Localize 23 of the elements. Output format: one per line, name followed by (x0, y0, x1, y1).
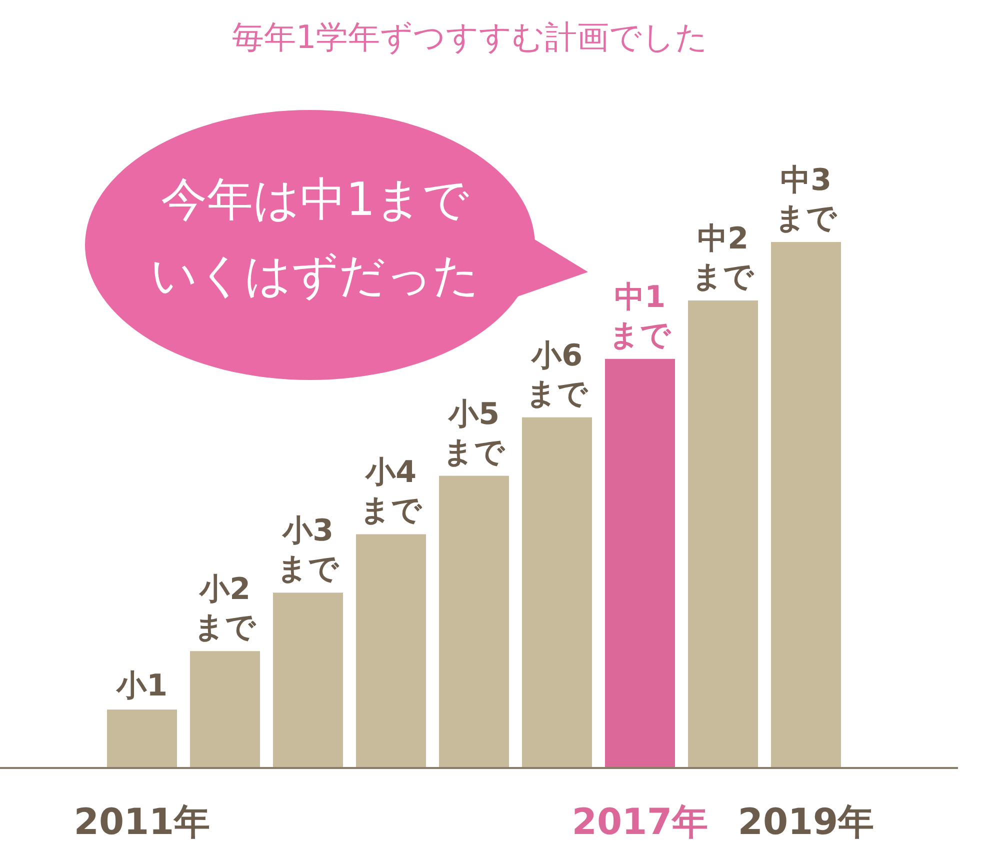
data-label: 中3 まで (775, 163, 838, 236)
data-label: 中1 まで (609, 280, 672, 353)
bar (688, 300, 758, 768)
bar (107, 710, 177, 768)
x-tick-label: 2019年 (738, 802, 874, 843)
annotation: 今年は中1までいくはずだった (150, 172, 480, 302)
bar (190, 651, 260, 768)
data-label: 小1 (116, 668, 168, 704)
data-label: 小2 まで (194, 572, 257, 646)
bar (771, 242, 841, 768)
data-label: 小5 まで (443, 396, 506, 470)
bar (273, 592, 343, 768)
data-label: 小3 まで (277, 514, 340, 587)
x-tick-label: 2011年 (74, 802, 210, 843)
bar (522, 417, 592, 768)
x-tick-label: 2017年 (572, 802, 708, 843)
data-label: 中2 まで (692, 221, 755, 294)
bar (356, 534, 426, 768)
data-label: 小4 まで (360, 455, 423, 528)
bar (605, 358, 675, 768)
data-label: 小6 まで (526, 338, 589, 412)
bar (439, 476, 509, 768)
chart-title: 毎年1学年ずつすすむ計画でした (232, 18, 708, 56)
